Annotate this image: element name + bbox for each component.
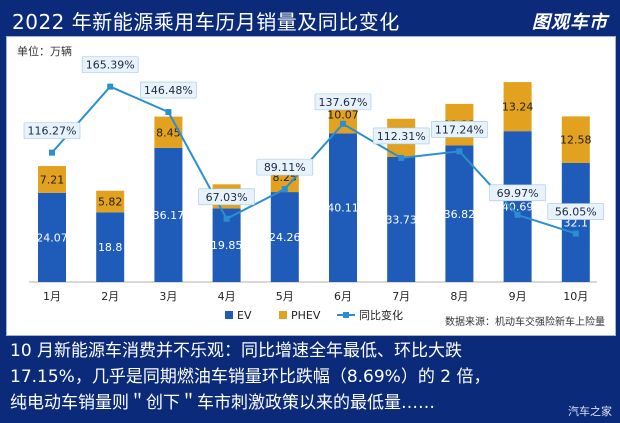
bar-ev [503,131,532,282]
ev-data-label: 19.85 [211,239,243,252]
legend-label-phev: PHEV [291,309,321,322]
phev-data-label: 10.07 [327,109,359,122]
yoy-label-box [489,184,546,202]
yoy-label-box [547,203,605,220]
yoy-data-label: 117.24% [435,123,484,136]
yoy-point [514,211,521,218]
bar-phev [96,190,125,213]
yoy-label-box [372,127,430,145]
yoy-data-label: 67.03% [206,191,248,204]
yoy-data-label: 165.39% [86,59,135,72]
chart-svg: 单位：万辆 24.07 7.21 1月 18.8 5.82 2月 36.17 8.45 3月 19.… [17,44,605,328]
bar-ev [387,156,416,282]
watermark: 汽车之家 [568,405,612,418]
chart-card: 单位：万辆 24.07 7.21 1月 18.8 5.82 2月 36.17 8.45 3月 19.… [6,36,616,336]
source-note: 数据来源：机动车交强险新车上险量 [445,315,605,328]
phev-data-label: 8.45 [156,126,181,139]
bar-ev [329,133,357,282]
phev-data-label: 12.58 [560,134,592,147]
yoy-point [572,230,579,237]
bar-phev [561,116,590,164]
legend-swatch-ev [225,311,233,319]
yoy-point [398,154,405,161]
phev-data-label: 5.82 [98,196,123,209]
yoy-label-box [140,81,197,99]
x-tick-label: 3月 [159,290,177,303]
yoy-data-label: 137.67% [319,96,368,109]
ev-data-label: 33.73 [385,213,417,226]
ev-data-label: 40.11 [327,202,359,215]
ev-data-label: 40.69 [502,201,534,214]
yoy-label-box [198,188,255,206]
page-title: 2022 年新能源乘用车历月销量及同比变化 [12,10,400,34]
ev-data-label: 24.07 [36,231,68,244]
yoy-point [107,83,114,90]
x-tick-label: 10月 [563,290,588,303]
caption: 10 月新能源车消费并不乐观：同比增速全年最低、环比大跌 17.15%，几乎是同… [10,338,610,416]
x-tick-label: 9月 [509,290,527,303]
phev-data-label: 13.24 [502,101,534,114]
bar-ev [38,192,66,282]
yoy-point [340,120,346,127]
caption-line: 17.15%，几乎是同期燃油车销量环比跌幅（8.69%）的 2 倍， [10,367,491,387]
bar-ev [96,212,125,282]
yoy-point [456,148,463,155]
yoy-data-label: 146.48% [144,84,193,97]
caption-line: 10 月新能源车消费并不乐观：同比增速全年最低、环比大跌 [10,341,463,361]
ev-data-label: 18.8 [98,241,123,254]
legend-label-ev: EV [237,309,252,322]
yoy-data-label: 112.31% [377,130,426,143]
ev-data-label: 24.26 [269,231,301,244]
yoy-data-label: 89.11% [264,161,306,174]
yoy-line [51,85,577,235]
yoy-point [165,109,172,116]
bar-phev [38,166,66,193]
x-tick-label: 5月 [276,290,294,303]
legend-marker-yoy [343,312,349,318]
x-tick-label: 7月 [392,290,410,303]
ev-data-label: 36.82 [444,208,476,221]
x-tick-label: 1月 [43,290,61,303]
ev-data-label: 36.17 [153,209,185,222]
bar-phev [154,116,183,148]
yoy-data-label: 116.27% [28,125,77,138]
yoy-label-box [23,122,81,139]
yoy-label-box [431,121,488,138]
bar-ev [270,192,299,282]
phev-data-label: 7.21 [40,173,65,186]
unit-label: 单位：万辆 [17,44,72,58]
yoy-data-label: 56.05% [555,206,597,219]
brand-logo: 图观车市 [532,12,608,33]
yoy-label-box [314,93,372,111]
yoy-data-label: 69.97% [497,187,539,200]
bar-ev [154,147,183,282]
x-tick-label: 8月 [450,290,468,303]
legend-label-yoy: 同比变化 [359,308,403,322]
bar-ev [445,145,474,282]
yoy-point [223,215,230,222]
x-tick-label: 2月 [101,290,119,303]
bar-ev [561,163,590,282]
x-tick-label: 6月 [334,290,352,303]
bar-phev [503,82,532,132]
yoy-label-box [81,56,139,73]
legend-swatch-phev [279,311,287,319]
yoy-point [49,149,55,156]
yoy-label-box [256,158,314,176]
caption-line: 纯电动车销量则＂创下＂车市刺激政策以来的最低量…… [10,393,435,413]
x-tick-label: 4月 [218,290,236,303]
yoy-point [281,186,288,193]
